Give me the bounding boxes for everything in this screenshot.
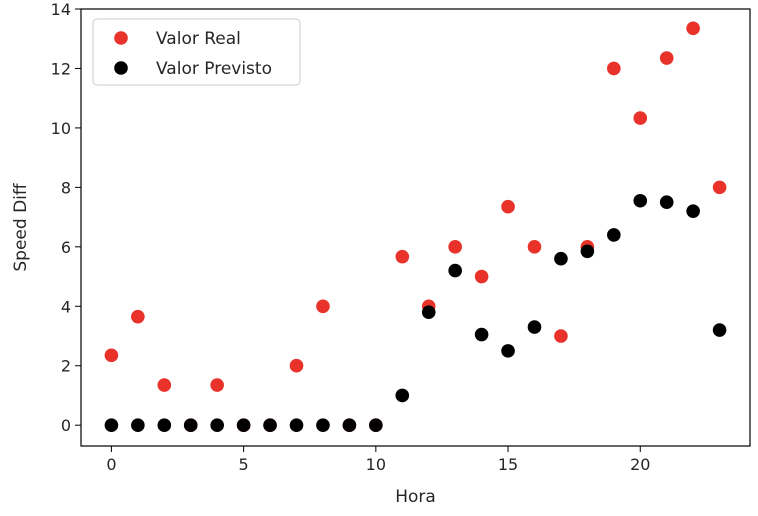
y-tick-label: 12 <box>51 59 71 78</box>
data-point <box>527 240 542 254</box>
data-point <box>157 378 172 392</box>
x-tick-label: 5 <box>239 455 249 474</box>
data-point <box>342 418 357 432</box>
y-tick-label: 8 <box>61 178 71 197</box>
y-tick-label: 0 <box>61 416 71 435</box>
y-tick-label: 10 <box>51 119 71 138</box>
y-axis-label: Speed Diff <box>11 182 31 272</box>
x-tick-label: 10 <box>366 455 386 474</box>
data-point <box>607 228 621 242</box>
data-point <box>686 204 700 218</box>
data-point <box>183 418 198 432</box>
data-point <box>501 344 515 358</box>
data-point <box>289 418 304 432</box>
x-tick-label: 0 <box>106 455 116 474</box>
data-point <box>289 358 304 373</box>
data-point <box>712 180 727 195</box>
x-tick-label: 15 <box>498 455 518 474</box>
data-point <box>448 240 462 254</box>
legend: Valor Real Valor Previsto <box>92 18 301 86</box>
legend-marker <box>114 31 128 45</box>
data-point <box>369 418 383 432</box>
y-tick-label: 14 <box>51 0 71 19</box>
axes: 0 5 10 15 20 0 2 4 6 8 10 12 14 Hora Speed Diff <box>11 0 751 507</box>
data-point <box>527 320 542 334</box>
legend-box <box>92 18 301 86</box>
data-point <box>131 309 145 324</box>
data-point <box>474 269 489 284</box>
plot-frame <box>80 8 751 447</box>
data-point <box>474 327 489 342</box>
data-point <box>104 348 119 363</box>
data-point <box>448 263 462 278</box>
data-point <box>210 418 224 432</box>
data-point <box>421 305 436 320</box>
data-point <box>712 323 727 337</box>
x-tick-label: 20 <box>630 455 650 474</box>
data-point <box>210 378 224 392</box>
data-point <box>316 418 330 432</box>
data-point <box>580 244 595 259</box>
data-point <box>607 61 621 76</box>
data-point <box>131 418 145 432</box>
data-point <box>686 21 700 36</box>
data-point <box>633 111 648 125</box>
data-point <box>316 299 330 314</box>
data-point <box>659 51 674 65</box>
data-point <box>633 193 648 208</box>
y-tick-label: 6 <box>61 238 71 257</box>
data-point <box>554 329 568 343</box>
x-axis-label: Hora <box>395 487 436 507</box>
data-point <box>554 251 568 266</box>
data-point <box>395 388 410 403</box>
data-point <box>263 418 277 432</box>
data-point <box>104 418 119 432</box>
legend-label: Valor Real <box>156 29 241 49</box>
data-point <box>395 249 410 264</box>
series-valor-previsto <box>104 193 727 432</box>
data-point <box>236 418 251 432</box>
data-point <box>157 418 172 432</box>
data-point <box>501 199 515 214</box>
y-tick-label: 4 <box>61 297 71 316</box>
y-tick-label: 2 <box>61 357 71 376</box>
legend-marker <box>114 61 128 75</box>
legend-label: Valor Previsto <box>156 59 272 79</box>
data-point <box>659 195 674 210</box>
data-points <box>104 21 727 432</box>
